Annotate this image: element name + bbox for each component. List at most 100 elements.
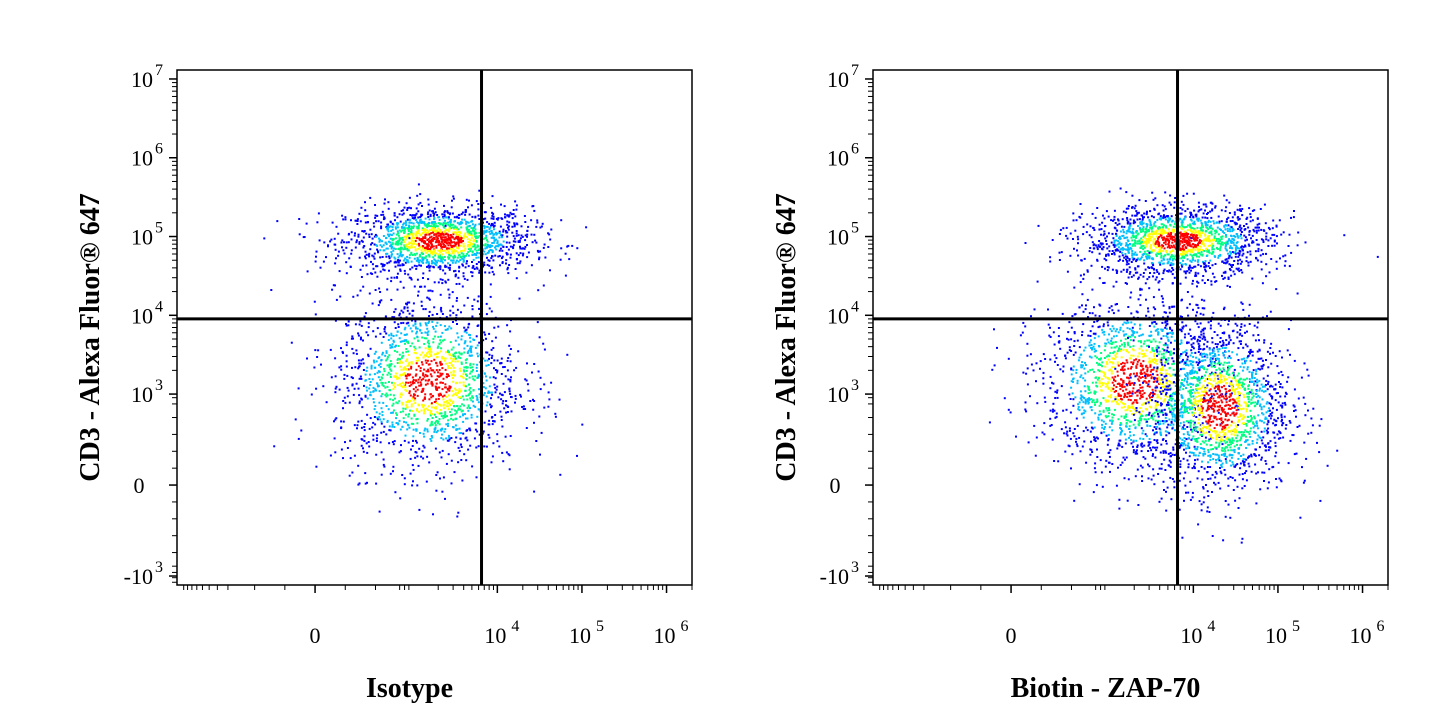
data-point xyxy=(1224,258,1227,261)
data-point xyxy=(467,349,470,352)
data-point xyxy=(1246,251,1249,254)
data-point xyxy=(419,367,422,370)
data-point xyxy=(411,233,413,236)
data-point xyxy=(392,470,394,473)
x-tick-text: 10 xyxy=(654,623,676,648)
data-point xyxy=(352,393,355,396)
data-point xyxy=(329,348,332,351)
data-point xyxy=(501,394,504,397)
data-point xyxy=(366,214,369,217)
data-point xyxy=(492,442,495,445)
data-point xyxy=(1090,236,1093,239)
data-point xyxy=(451,250,454,253)
data-point xyxy=(393,261,396,264)
data-point xyxy=(461,395,464,398)
data-point xyxy=(1157,243,1160,246)
data-point xyxy=(1273,233,1276,236)
data-point xyxy=(444,328,447,331)
data-point xyxy=(429,265,432,268)
data-point xyxy=(432,231,434,234)
data-point xyxy=(363,315,366,318)
data-point xyxy=(410,260,413,263)
data-point xyxy=(1145,240,1148,243)
data-point xyxy=(1197,272,1200,275)
data-point xyxy=(442,414,445,417)
data-point xyxy=(385,405,388,407)
data-point xyxy=(1234,235,1237,238)
data-point xyxy=(488,230,491,233)
data-point xyxy=(1144,268,1147,271)
data-point xyxy=(467,228,470,231)
data-point xyxy=(461,211,464,214)
data-point xyxy=(434,241,437,244)
data-point xyxy=(425,337,428,340)
data-point xyxy=(1162,269,1165,272)
data-point xyxy=(402,373,405,376)
data-point xyxy=(1168,269,1171,272)
data-point xyxy=(390,254,393,257)
data-point xyxy=(412,468,415,471)
data-point xyxy=(1077,238,1080,241)
data-point xyxy=(1197,244,1199,246)
data-point xyxy=(1153,207,1156,210)
y-tick-label: 0 xyxy=(134,473,177,498)
data-point xyxy=(1189,266,1192,269)
data-point xyxy=(420,391,423,393)
data-point xyxy=(1146,257,1149,260)
data-point xyxy=(1262,241,1265,243)
data-point xyxy=(491,455,494,458)
data-point xyxy=(431,253,434,256)
data-point xyxy=(1150,257,1153,260)
data-point xyxy=(402,368,405,371)
data-point xyxy=(1376,255,1379,258)
data-point xyxy=(477,373,480,376)
data-point xyxy=(509,348,512,350)
data-point xyxy=(1161,230,1164,233)
data-point xyxy=(400,209,403,212)
data-point xyxy=(388,234,391,237)
data-point xyxy=(506,324,509,327)
data-point xyxy=(452,259,455,262)
data-point xyxy=(1147,266,1150,269)
data-point xyxy=(364,257,367,260)
data-point xyxy=(406,259,409,262)
data-point xyxy=(504,230,507,232)
data-point xyxy=(543,243,546,246)
data-point xyxy=(1192,248,1195,251)
data-point xyxy=(513,237,516,240)
data-point xyxy=(410,241,413,244)
data-point xyxy=(454,339,457,342)
data-point xyxy=(404,342,406,345)
data-point xyxy=(445,316,448,319)
data-point xyxy=(395,372,397,375)
data-point xyxy=(405,316,408,319)
data-point xyxy=(389,429,392,432)
data-point xyxy=(1143,262,1146,265)
data-point xyxy=(442,258,445,261)
data-point xyxy=(1143,259,1146,262)
data-point xyxy=(1212,248,1215,251)
data-point xyxy=(473,268,476,270)
data-point xyxy=(416,257,419,259)
data-point xyxy=(1250,237,1252,240)
data-point xyxy=(467,323,470,326)
data-point xyxy=(1115,272,1118,274)
data-point xyxy=(399,497,402,500)
data-point xyxy=(1146,339,1149,342)
data-point xyxy=(538,415,541,418)
data-point xyxy=(389,472,392,475)
data-point xyxy=(390,234,393,237)
data-point xyxy=(357,233,360,236)
y-tick-text: 10 xyxy=(131,67,153,92)
data-point xyxy=(1179,268,1182,271)
data-point xyxy=(396,216,399,219)
data-point xyxy=(1190,214,1192,217)
data-point xyxy=(478,433,481,436)
data-point xyxy=(518,262,521,265)
data-point xyxy=(1260,238,1263,241)
data-point xyxy=(442,417,445,420)
data-point xyxy=(1158,212,1161,215)
data-point xyxy=(1226,242,1229,245)
data-point xyxy=(419,201,422,204)
data-point xyxy=(417,403,420,406)
